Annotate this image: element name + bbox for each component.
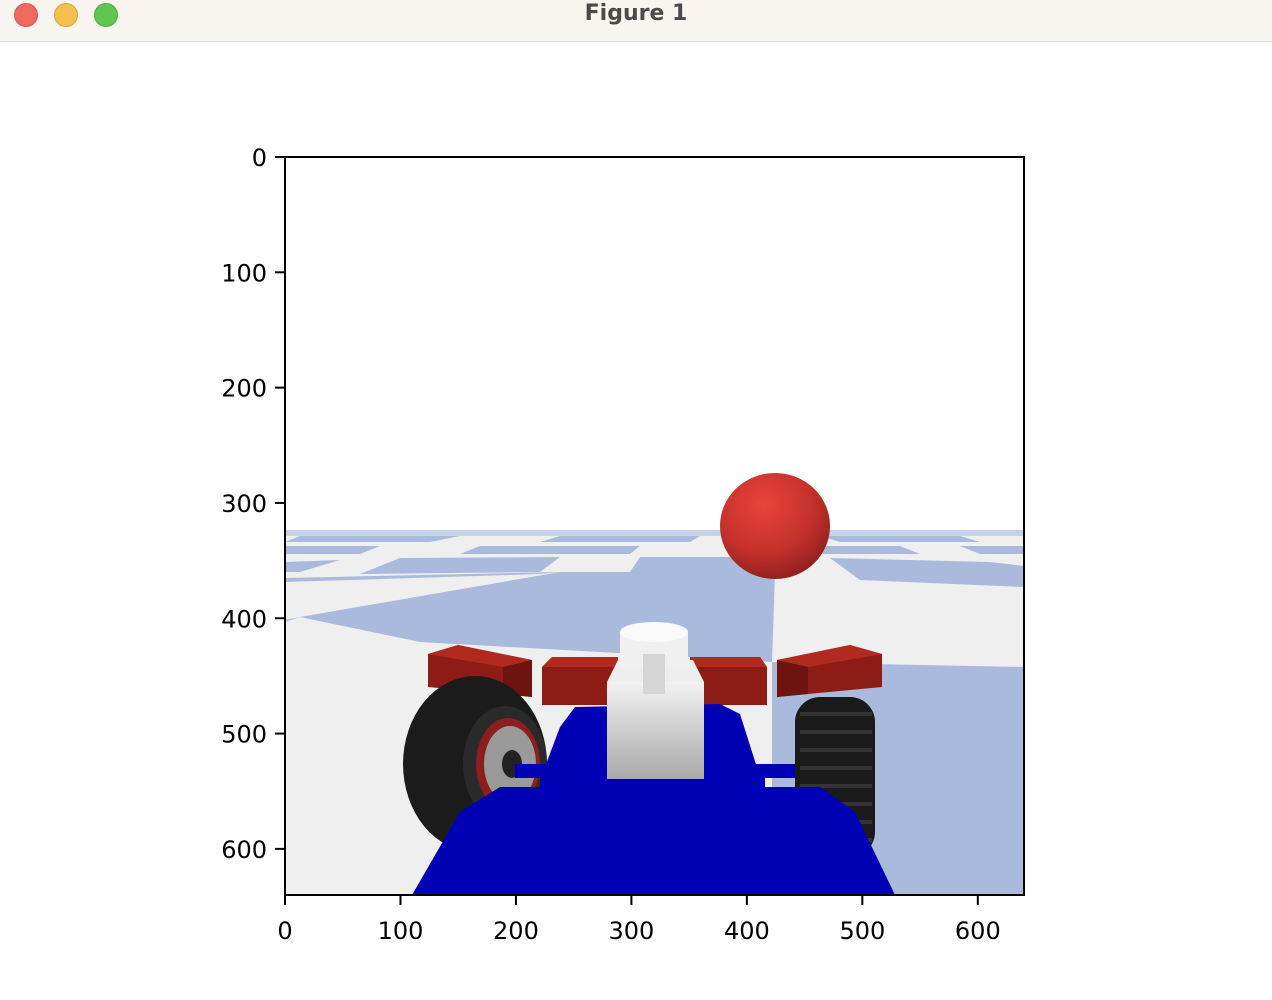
close-window-button[interactable] — [14, 3, 38, 27]
x-tick-label: 0 — [277, 917, 292, 945]
window-titlebar: Figure 1 — [0, 0, 1272, 42]
x-tick-label: 100 — [378, 917, 424, 945]
x-tick-label: 200 — [493, 917, 539, 945]
x-axis: 0 100 200 300 400 500 600 — [277, 895, 1001, 945]
x-tick-label: 500 — [839, 917, 885, 945]
minimize-window-button[interactable] — [54, 3, 78, 27]
car-chassis — [412, 704, 895, 895]
window-title: Figure 1 — [584, 1, 688, 26]
x-tick-label: 400 — [724, 917, 770, 945]
y-axis: 0 100 200 300 400 500 600 — [221, 144, 285, 864]
y-tick-label: 300 — [221, 490, 267, 518]
x-tick-label: 300 — [609, 917, 655, 945]
y-tick-label: 0 — [252, 144, 267, 172]
y-tick-label: 200 — [221, 375, 267, 403]
y-tick-label: 100 — [221, 259, 267, 287]
red-sphere — [720, 473, 830, 579]
plot-svg: 0 100 200 300 400 500 600 0 100 200 300 400 500 600 — [221, 144, 1025, 945]
y-tick-label: 500 — [221, 721, 267, 749]
x-tick-label: 600 — [955, 917, 1001, 945]
y-tick-label: 600 — [221, 836, 267, 864]
figure-canvas: 0 100 200 300 400 500 600 0 100 200 300 400 500 600 — [0, 42, 1272, 1000]
y-tick-label: 400 — [221, 605, 267, 633]
sensor-mount — [607, 622, 704, 779]
maximize-window-button[interactable] — [94, 3, 118, 27]
axes-frame — [284, 156, 1025, 896]
plot-image — [285, 157, 1024, 895]
